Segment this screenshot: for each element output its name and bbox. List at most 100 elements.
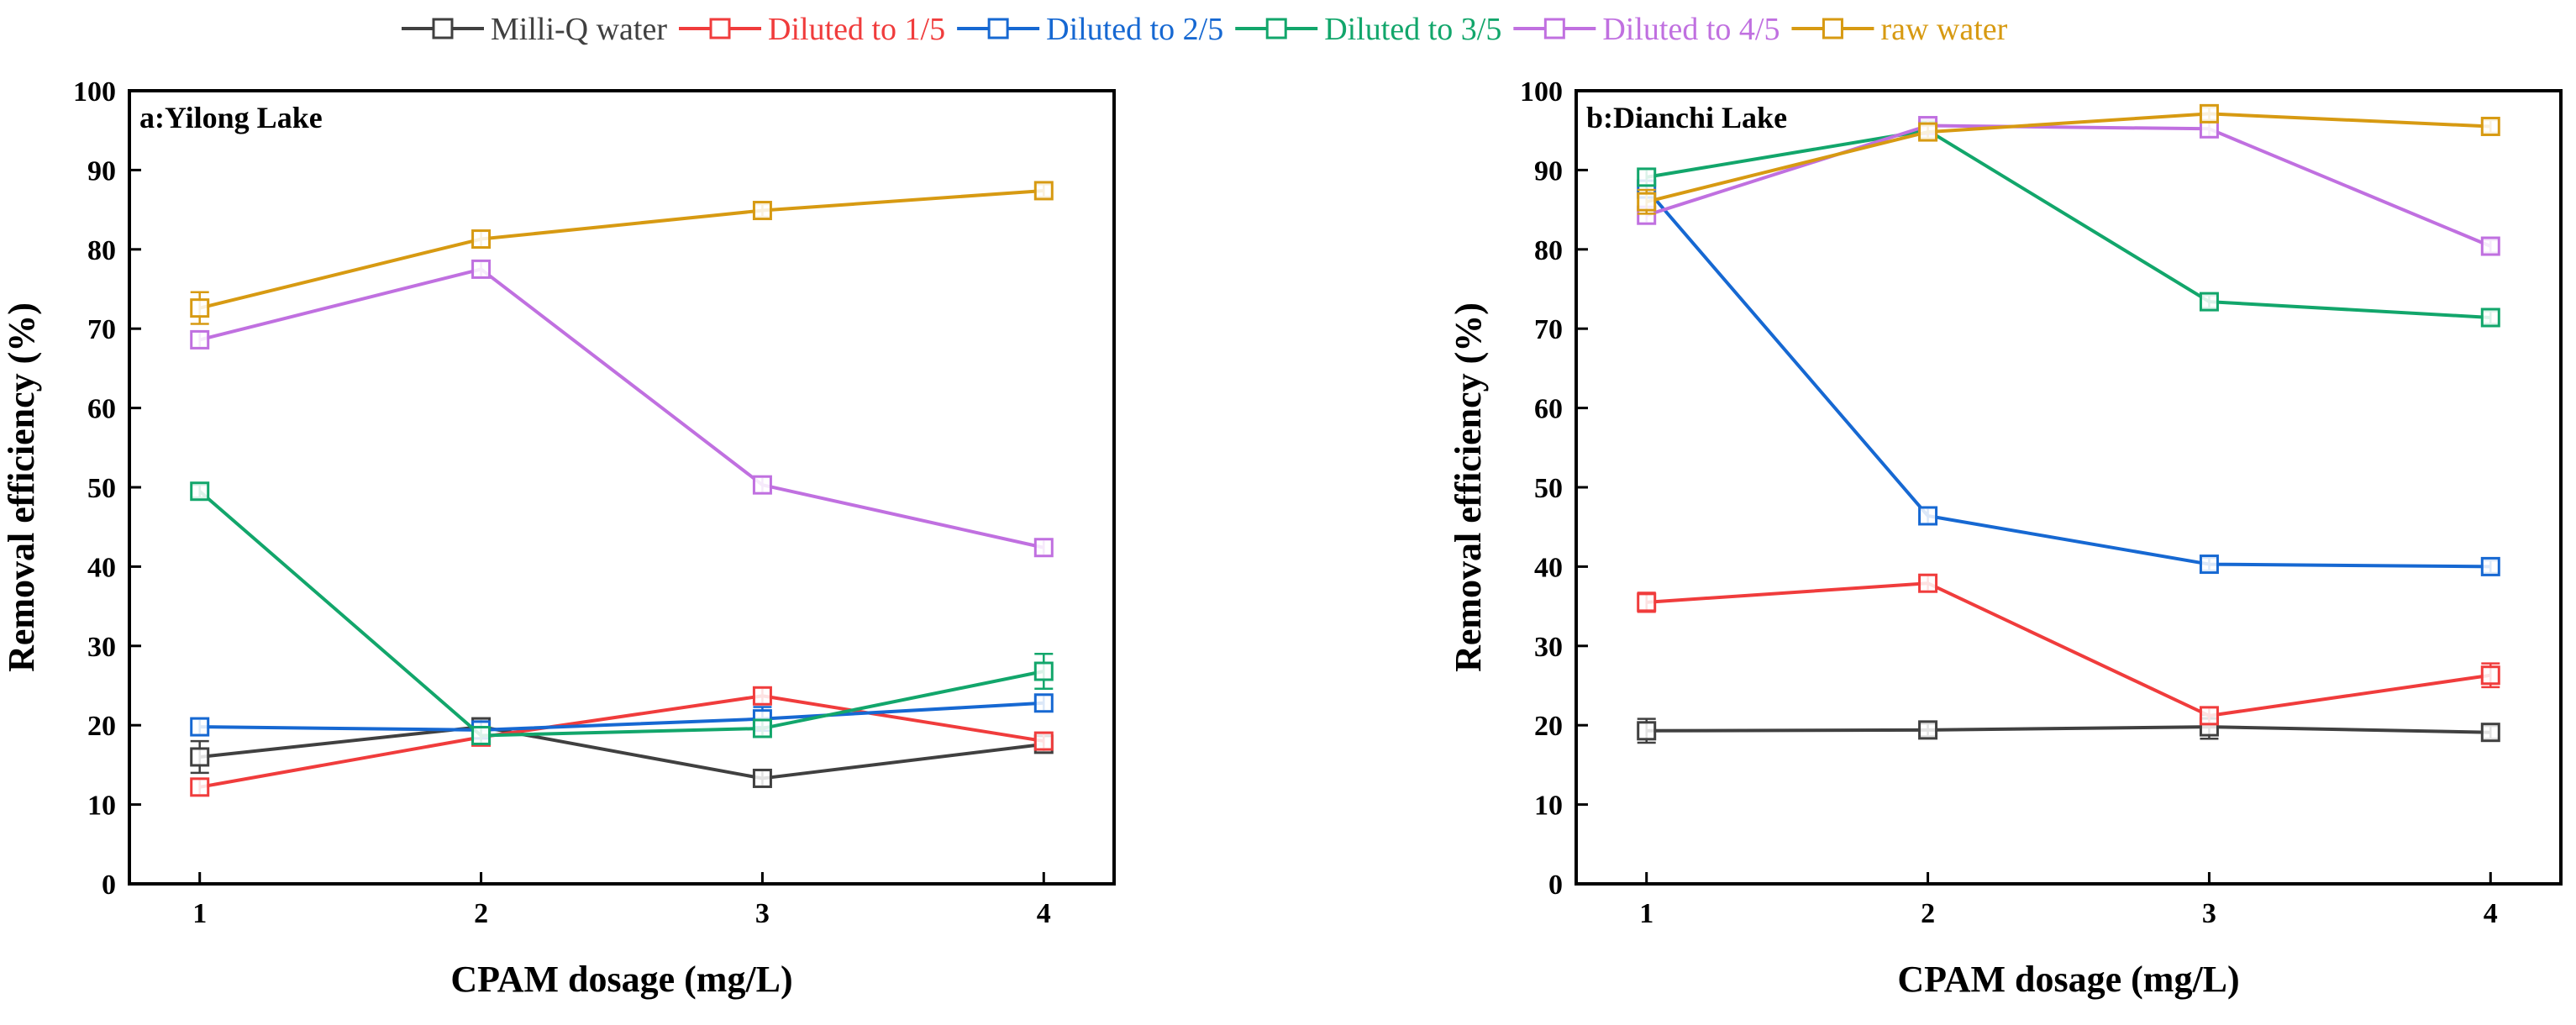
x-tick-label: 3 <box>2202 898 2216 929</box>
y-tick-label: 90 <box>1534 155 1563 187</box>
data-point <box>1033 538 1054 558</box>
y-tick-label: 70 <box>1534 314 1563 345</box>
plot-frame <box>128 89 1116 886</box>
series-raw-water <box>1637 103 2500 215</box>
data-point <box>2199 103 2219 124</box>
data-point <box>1918 122 1938 142</box>
data-point <box>1918 573 1938 593</box>
y-tick-label: 90 <box>87 155 116 187</box>
data-point <box>190 329 210 350</box>
data-point <box>471 229 492 250</box>
series-line <box>1646 124 2492 248</box>
legend-marker <box>709 18 731 39</box>
panel-title: b:Dianchi Lake <box>1586 101 1787 134</box>
data-point <box>2199 292 2219 312</box>
legend-item-milli-q-water: Milli-Q water <box>402 12 667 47</box>
y-tick-label: 40 <box>1534 552 1563 583</box>
legend-item-raw-water: raw water <box>1791 12 2008 47</box>
series-diluted-to-3-5 <box>190 481 1054 745</box>
y-axis: 0 10 20 30 40 50 60 70 80 90 100 <box>73 76 141 901</box>
x-tick-label: 2 <box>474 898 488 929</box>
y-axis-label: Removal efficiency (%) <box>1448 302 1489 672</box>
data-point <box>1033 181 1054 201</box>
data-point <box>190 481 210 502</box>
legend-label: raw water <box>1880 12 2007 47</box>
y-tick-label: 50 <box>87 473 116 504</box>
x-axis: 1 2 3 4 <box>192 872 1051 929</box>
x-tick-label: 4 <box>1037 898 1051 929</box>
y-tick-label: 10 <box>1534 791 1563 822</box>
legend-marker <box>987 18 1009 39</box>
legend: Milli-Q water Diluted to 1/5 Diluted to 2/… <box>402 12 2008 47</box>
data-point <box>190 777 210 797</box>
series-diluted-to-2-5 <box>1637 179 2500 576</box>
data-point <box>190 747 210 767</box>
data-point <box>1637 592 1657 612</box>
series-line <box>198 490 1044 738</box>
data-point <box>1918 720 1938 740</box>
data-point <box>2480 556 2500 576</box>
plot-frame <box>1575 89 2563 886</box>
y-tick-label: 0 <box>102 870 116 901</box>
x-axis-label: CPAM dosage (mg/L) <box>1897 959 2239 1000</box>
data-point <box>752 768 772 788</box>
legend-label: Diluted to 3/5 <box>1324 12 1501 47</box>
y-tick-label: 30 <box>1534 632 1563 663</box>
x-tick-label: 1 <box>192 898 207 929</box>
y-tick-label: 20 <box>1534 711 1563 742</box>
legend-label: Diluted to 2/5 <box>1046 12 1223 47</box>
y-tick-label: 60 <box>1534 394 1563 425</box>
data-point <box>752 686 772 706</box>
series-line <box>199 694 1044 789</box>
series-line <box>1646 112 2491 204</box>
data-point <box>190 717 210 737</box>
x-tick-label: 4 <box>2484 898 2498 929</box>
y-axis-label: Removal efficiency (%) <box>1 302 42 672</box>
series-milli-q-water <box>1637 713 2500 744</box>
chart-panel-dianchi-lake: 0 10 20 30 40 50 60 70 80 90 100 1 2 3 4 CPAM dosage (m… <box>1448 76 2563 1000</box>
data-point <box>2199 555 2219 575</box>
data-point <box>1637 192 1657 212</box>
y-tick-label: 100 <box>1520 76 1563 108</box>
legend-item-diluted-to-2-5: Diluted to 2/5 <box>957 12 1223 47</box>
x-tick-label: 1 <box>1639 898 1653 929</box>
data-point <box>1033 731 1054 751</box>
data-point <box>2480 236 2500 256</box>
y-tick-label: 70 <box>87 314 116 345</box>
x-tick-label: 2 <box>1921 898 1935 929</box>
data-point <box>2480 116 2500 136</box>
y-tick-label: 60 <box>87 394 116 425</box>
y-tick-label: 80 <box>87 235 116 266</box>
y-tick-label: 50 <box>1534 473 1563 504</box>
chart-panel-yilong-lake: 0 10 20 30 40 50 60 70 80 90 100 1 2 3 4 CPAM dosage (m… <box>1 76 1116 1000</box>
series-line <box>199 267 1044 549</box>
x-axis-label: CPAM dosage (mg/L) <box>450 959 792 1000</box>
series-diluted-to-4-5 <box>1637 116 2500 256</box>
data-point <box>752 475 772 495</box>
series-diluted-to-1-5 <box>190 686 1054 797</box>
series-line <box>1646 581 2491 718</box>
series-line <box>199 725 1044 781</box>
series-line <box>199 188 1044 310</box>
series-diluted-to-3-5 <box>1637 120 2500 328</box>
series-line <box>1646 725 2491 734</box>
legend-marker <box>432 18 454 39</box>
legend-label: Diluted to 4/5 <box>1602 12 1780 47</box>
y-tick-label: 100 <box>73 76 116 108</box>
y-tick-label: 10 <box>87 791 116 822</box>
data-point <box>2480 665 2500 686</box>
series-line <box>199 701 1044 732</box>
series-line <box>1646 129 2491 319</box>
x-axis: 1 2 3 4 <box>1639 872 2498 929</box>
y-axis: 0 10 20 30 40 50 60 70 80 90 100 <box>1520 76 1588 901</box>
series-line <box>1645 187 2491 569</box>
data-point <box>1637 167 1657 187</box>
data-point <box>752 718 772 739</box>
series-diluted-to-4-5 <box>190 259 1054 558</box>
panel-title: a:Yilong Lake <box>139 101 323 134</box>
data-point <box>1918 506 1938 526</box>
data-point <box>2480 723 2500 743</box>
data-point <box>2480 308 2500 328</box>
data-point <box>1033 693 1054 713</box>
